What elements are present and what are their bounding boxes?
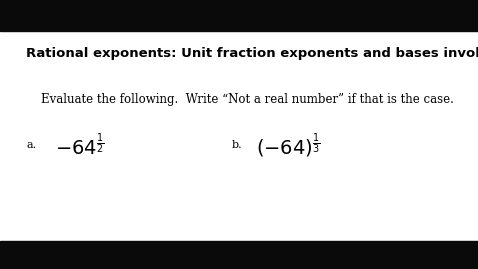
Bar xyxy=(0,241,478,269)
Text: b.: b. xyxy=(232,140,242,150)
Text: a.: a. xyxy=(26,140,36,150)
Bar xyxy=(0,0,478,31)
Text: $(-64)^{\frac{1}{3}}$: $(-64)^{\frac{1}{3}}$ xyxy=(256,131,320,160)
Text: $-64^{\frac{1}{2}}$: $-64^{\frac{1}{2}}$ xyxy=(55,132,104,158)
Text: Evaluate the following.  Write “Not a real number” if that is the case.: Evaluate the following. Write “Not a rea… xyxy=(41,93,454,106)
Text: Rational exponents: Unit fraction exponents and bases involving signs: Rational exponents: Unit fraction expone… xyxy=(26,47,478,60)
